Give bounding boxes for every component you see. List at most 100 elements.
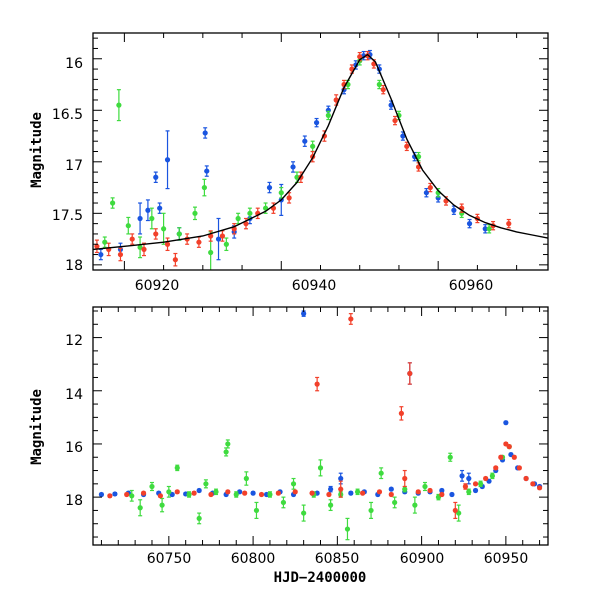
bottom-x-tick-label-1: 60750 — [147, 551, 192, 567]
top-red-point — [172, 257, 178, 263]
bottom-red-point — [483, 475, 489, 482]
bottom-red-point — [292, 489, 298, 495]
top-red-point — [380, 87, 386, 93]
top-y-tick-label-2: 16.5 — [52, 107, 83, 123]
top-green-point — [376, 81, 382, 88]
bottom-green-point — [378, 470, 384, 476]
bottom-red-point — [258, 491, 265, 498]
bottom-red-point — [536, 485, 543, 491]
top-red-point — [357, 54, 363, 60]
bottom-y-tick-label-4: 18 — [65, 493, 83, 509]
top-green-point — [278, 190, 284, 196]
top-blue-point — [137, 215, 143, 222]
bottom-red-point — [498, 454, 504, 460]
top-blue-point — [466, 221, 473, 227]
top-green-point — [294, 174, 300, 180]
bottom-green-point — [280, 499, 287, 506]
bottom-blue-point — [466, 475, 472, 482]
top-panel: 60920 60940 60960 16 16.5 17 17.5 18 Mag… — [29, 32, 549, 294]
top-red-point — [129, 236, 135, 242]
bottom-blue-point — [328, 486, 334, 492]
top-blue-point — [423, 190, 430, 196]
bottom-red-point — [157, 493, 164, 499]
bottom-red-point — [427, 487, 433, 494]
bottom-green-point — [213, 489, 219, 495]
top-panel-ticks — [93, 33, 548, 270]
bottom-green-point — [233, 491, 239, 498]
bottom-panel: 60750 60800 60850 60900 60950 12 14 16 1… — [29, 306, 549, 586]
bottom-x-tick-label-5: 60950 — [484, 551, 529, 567]
bottom-red-point — [452, 507, 458, 514]
top-blue-point — [153, 174, 159, 180]
top-green-point — [486, 226, 492, 232]
top-blue-point — [266, 184, 273, 191]
bottom-red-point — [511, 454, 517, 460]
bottom-red-point — [388, 491, 394, 498]
top-green-point — [116, 102, 122, 108]
bottom-series-red — [107, 313, 543, 520]
bottom-green-point — [466, 489, 472, 495]
bottom-blue-point — [459, 473, 465, 479]
bottom-green-point — [253, 507, 260, 514]
top-y-tick-label-3: 17 — [65, 158, 83, 174]
top-red-point — [364, 53, 371, 59]
bottom-green-point — [301, 510, 307, 516]
bottom-green-point — [344, 526, 351, 532]
bottom-green-point — [422, 483, 428, 490]
top-blue-point — [482, 226, 488, 232]
top-blue-point — [451, 207, 457, 213]
top-green-point — [192, 210, 198, 216]
top-red-point — [333, 97, 339, 103]
bottom-red-point — [314, 381, 320, 387]
top-blue-point — [204, 168, 210, 174]
top-green-point — [201, 184, 207, 191]
bottom-green-point — [412, 502, 418, 508]
bottom-green-point — [203, 481, 209, 487]
top-blue-point — [313, 120, 320, 126]
top-green-point — [247, 210, 253, 216]
top-red-point — [427, 184, 433, 191]
bottom-red-point — [415, 489, 421, 495]
bottom-blue-point — [196, 487, 202, 494]
top-green-point — [125, 223, 131, 229]
bottom-panel-ticks — [93, 307, 548, 545]
bottom-blue-point — [98, 491, 105, 498]
bottom-green-point — [354, 489, 361, 495]
bottom-red-point — [398, 410, 404, 416]
top-red-point — [286, 195, 292, 201]
bottom-y-tick-label-3: 16 — [65, 440, 83, 456]
bottom-green-point — [225, 441, 231, 447]
bottom-series-green — [129, 439, 512, 541]
bottom-red-point — [326, 491, 332, 498]
bottom-red-point — [140, 490, 147, 496]
top-red-point — [506, 221, 512, 227]
top-red-point — [117, 251, 124, 258]
bottom-green-point — [196, 515, 202, 522]
top-green-point — [161, 226, 167, 232]
bottom-red-point — [208, 491, 214, 498]
bottom-red-point — [191, 490, 197, 496]
top-blue-point — [98, 251, 104, 258]
bottom-green-point — [243, 475, 249, 482]
top-blue-point — [145, 207, 151, 213]
top-blue-point — [202, 130, 208, 136]
bottom-red-point — [472, 481, 479, 487]
bottom-blue-point — [449, 491, 455, 498]
top-blue-point — [400, 133, 406, 139]
top-green-point — [208, 249, 214, 256]
bottom-green-point — [402, 486, 408, 492]
bottom-green-point — [166, 489, 172, 495]
bottom-red-point — [338, 486, 344, 492]
bottom-red-point — [275, 490, 281, 496]
bottom-x-axis-label: HJD−2400000 — [274, 570, 367, 586]
bottom-green-point — [137, 505, 143, 511]
bottom-red-point — [530, 481, 536, 487]
top-blue-point — [157, 205, 163, 211]
bottom-green-point — [317, 465, 324, 471]
top-green-point — [176, 231, 182, 237]
bottom-red-point — [516, 465, 522, 471]
top-red-point — [141, 246, 147, 252]
bottom-red-point — [309, 490, 315, 496]
bottom-red-point — [402, 475, 408, 482]
